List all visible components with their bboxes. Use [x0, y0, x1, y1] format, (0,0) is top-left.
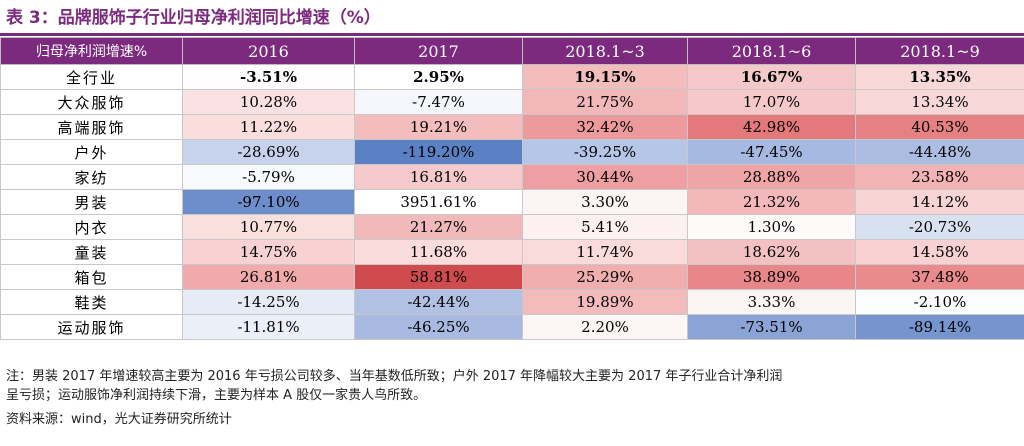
row-label: 内衣	[0, 214, 183, 240]
value-cell: 32.42%	[522, 114, 688, 140]
value-cell: 3951.61%	[354, 189, 523, 215]
header-cell: 归母净利润增速%	[0, 37, 183, 65]
value-cell: 13.34%	[855, 89, 1024, 115]
value-cell: 10.28%	[182, 89, 355, 115]
value-cell: 21.75%	[522, 89, 688, 115]
row-label: 鞋类	[0, 289, 183, 315]
value-cell: -44.48%	[855, 139, 1024, 165]
value-cell: 5.41%	[522, 214, 688, 240]
note-line-2: 呈亏损；运动服饰净利润持续下滑，主要为样本 A 股仅一家贵人鸟所致。	[6, 388, 427, 403]
value-cell: -89.14%	[855, 314, 1024, 340]
row-label: 运动服饰	[0, 314, 183, 340]
row-label: 童装	[0, 239, 183, 265]
value-cell: -11.81%	[182, 314, 355, 340]
value-cell: 26.81%	[182, 264, 355, 290]
value-cell: -39.25%	[522, 139, 688, 165]
header-row: 归母净利润增速% 2016 2017 2018.1~3 2018.1~6 201…	[0, 37, 1024, 65]
value-cell: 10.77%	[182, 214, 355, 240]
row-label: 全行业	[0, 64, 183, 90]
source-note: 资料来源：wind，光大证券研究所统计	[6, 412, 232, 427]
growth-table: 归母净利润增速% 2016 2017 2018.1~3 2018.1~6 201…	[0, 37, 1024, 340]
value-cell: -28.69%	[182, 139, 355, 165]
note-line-1: 注：男装 2017 年增速较高主要为 2016 年亏损公司较多、当年基数低所致；…	[6, 369, 783, 384]
header-cell: 2017	[354, 37, 523, 65]
value-cell: 19.89%	[522, 289, 688, 315]
value-cell: 17.07%	[687, 89, 856, 115]
value-cell: 1.30%	[687, 214, 856, 240]
header-cell: 2018.1~3	[522, 37, 688, 65]
table-row: 鞋类 -14.25% -42.44% 19.89% 3.33% -2.10%	[0, 289, 1024, 315]
table-row: 家纺 -5.79% 16.81% 30.44% 28.88% 23.58%	[0, 164, 1024, 190]
value-cell: 14.58%	[855, 239, 1024, 265]
table-row: 内衣 10.77% 21.27% 5.41% 1.30% -20.73%	[0, 214, 1024, 240]
value-cell: 21.32%	[687, 189, 856, 215]
table-title: 表 3：品牌服饰子行业归母净利润同比增速（%）	[6, 8, 381, 28]
value-cell: -2.10%	[855, 289, 1024, 315]
table-row: 箱包 26.81% 58.81% 25.29% 38.89% 37.48%	[0, 264, 1024, 290]
value-cell: 30.44%	[522, 164, 688, 190]
value-cell: -14.25%	[182, 289, 355, 315]
table-row: 男装 -97.10% 3951.61% 3.30% 21.32% 14.12%	[0, 189, 1024, 215]
table-row: 高端服饰 11.22% 19.21% 32.42% 42.98% 40.53%	[0, 114, 1024, 140]
row-label: 户外	[0, 139, 183, 165]
value-cell: -47.45%	[687, 139, 856, 165]
value-cell: 2.95%	[354, 64, 523, 90]
value-cell: 14.75%	[182, 239, 355, 265]
value-cell: 11.74%	[522, 239, 688, 265]
table-row: 户外 -28.69% -119.20% -39.25% -47.45% -44.48%	[0, 139, 1024, 165]
row-label: 大众服饰	[0, 89, 183, 115]
value-cell: -42.44%	[354, 289, 523, 315]
table-row: 童装 14.75% 11.68% 11.74% 18.62% 14.58%	[0, 239, 1024, 265]
table-row: 大众服饰 10.28% -7.47% 21.75% 17.07% 13.34%	[0, 89, 1024, 115]
value-cell: 2.20%	[522, 314, 688, 340]
value-cell: 23.58%	[855, 164, 1024, 190]
value-cell: -7.47%	[354, 89, 523, 115]
value-cell: 58.81%	[354, 264, 523, 290]
value-cell: 42.98%	[687, 114, 856, 140]
row-label: 箱包	[0, 264, 183, 290]
value-cell: 14.12%	[855, 189, 1024, 215]
value-cell: -3.51%	[182, 64, 355, 90]
row-label: 高端服饰	[0, 114, 183, 140]
value-cell: 13.35%	[855, 64, 1024, 90]
value-cell: -20.73%	[855, 214, 1024, 240]
table-row: 运动服饰 -11.81% -46.25% 2.20% -73.51% -89.14%	[0, 314, 1024, 340]
value-cell: 11.22%	[182, 114, 355, 140]
table-row: 全行业 -3.51% 2.95% 19.15% 16.67% 13.35%	[0, 64, 1024, 90]
value-cell: 19.21%	[354, 114, 523, 140]
value-cell: 38.89%	[687, 264, 856, 290]
value-cell: -119.20%	[354, 139, 523, 165]
title-divider	[0, 33, 1024, 36]
header-cell: 2018.1~9	[855, 37, 1024, 65]
value-cell: 19.15%	[522, 64, 688, 90]
value-cell: 28.88%	[687, 164, 856, 190]
value-cell: 3.33%	[687, 289, 856, 315]
value-cell: -5.79%	[182, 164, 355, 190]
value-cell: -97.10%	[182, 189, 355, 215]
value-cell: 11.68%	[354, 239, 523, 265]
header-cell: 2016	[182, 37, 355, 65]
row-label: 男装	[0, 189, 183, 215]
header-cell: 2018.1~6	[687, 37, 856, 65]
value-cell: -46.25%	[354, 314, 523, 340]
value-cell: 21.27%	[354, 214, 523, 240]
value-cell: 25.29%	[522, 264, 688, 290]
row-label: 家纺	[0, 164, 183, 190]
value-cell: 16.67%	[687, 64, 856, 90]
value-cell: -73.51%	[687, 314, 856, 340]
value-cell: 40.53%	[855, 114, 1024, 140]
value-cell: 3.30%	[522, 189, 688, 215]
value-cell: 37.48%	[855, 264, 1024, 290]
value-cell: 16.81%	[354, 164, 523, 190]
value-cell: 18.62%	[687, 239, 856, 265]
